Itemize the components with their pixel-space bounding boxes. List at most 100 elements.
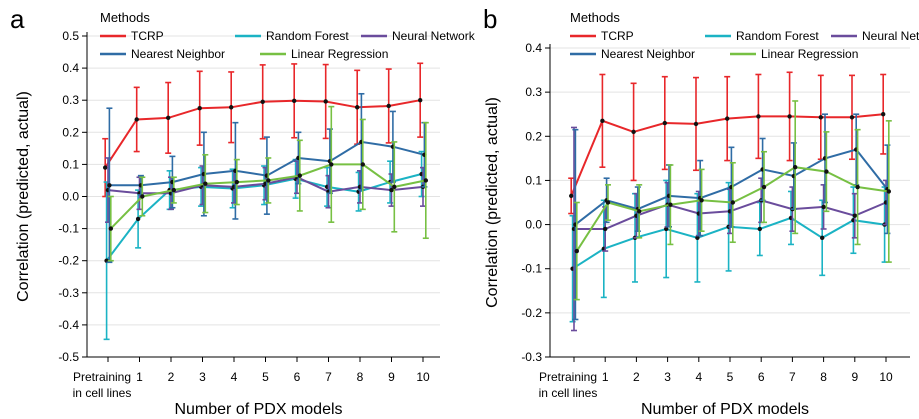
x-tick-label: 2 — [633, 370, 640, 384]
data-point — [824, 169, 829, 174]
x-tick-label: 9 — [388, 370, 395, 384]
legend-label: Random Forest — [736, 29, 819, 43]
x-tick-label: 7 — [325, 370, 332, 384]
y-tick-label: -0.3 — [58, 286, 79, 300]
data-point — [849, 115, 855, 120]
y-tick-label: -0.1 — [521, 262, 542, 276]
y-tick-label: 0.2 — [525, 129, 542, 143]
series-linear-regression — [573, 100, 892, 301]
series-nearest-neighbor — [572, 113, 891, 321]
legend-label: TCRP — [131, 29, 164, 43]
legend-label: TCRP — [601, 29, 634, 43]
legend-label: Nearest Neighbor — [131, 47, 225, 61]
data-point — [637, 209, 642, 214]
y-axis-label: Correlation (predicted, actual) — [15, 91, 32, 302]
data-point — [757, 226, 762, 232]
data-point — [234, 179, 239, 185]
data-point — [360, 162, 365, 167]
data-point — [695, 235, 700, 241]
data-point — [725, 116, 730, 121]
data-point — [260, 99, 265, 105]
data-point — [386, 103, 391, 109]
data-point — [355, 105, 360, 110]
data-point — [574, 248, 579, 254]
x-tick-label: 8 — [357, 370, 364, 384]
legend-label: Neural Network — [862, 29, 919, 43]
x-tick-label: 6 — [758, 370, 765, 384]
y-tick-label: -0.2 — [521, 306, 542, 320]
data-point — [881, 112, 886, 117]
x-tick-label: 10 — [416, 370, 430, 384]
panel-a: a -0.5 -0.4 -0.3 -0.2 -0.1 0.0 0.1 0.2 0.3 0.4 0.5 P… — [10, 4, 476, 418]
data-point — [693, 121, 699, 127]
data-point — [820, 235, 825, 241]
legend-label: Linear Regression — [291, 47, 388, 61]
y-tick-label: 0.0 — [62, 190, 79, 204]
data-point — [855, 184, 860, 190]
data-point — [135, 216, 141, 222]
x-tick-label: 2 — [168, 370, 175, 384]
series-neural-network — [105, 157, 426, 223]
data-point — [664, 226, 669, 232]
legend-label: Neural Network — [392, 29, 476, 43]
x-tick-label: 7 — [789, 370, 796, 384]
data-point — [329, 162, 334, 167]
data-point — [103, 165, 108, 170]
data-point — [603, 226, 608, 232]
data-point — [323, 99, 328, 104]
data-point — [203, 181, 208, 186]
data-point — [818, 115, 823, 120]
x-tick-label: Pretraining in cell lines — [73, 370, 132, 400]
y-tick-label: 0.0 — [525, 218, 542, 232]
y-tick-label: -0.1 — [58, 222, 79, 236]
x-tick-label: 1 — [602, 370, 609, 384]
data-point — [292, 98, 297, 104]
data-point — [392, 184, 397, 190]
data-point — [140, 194, 145, 199]
data-point — [605, 200, 611, 205]
series-tcrp — [102, 62, 424, 198]
data-point — [852, 213, 857, 218]
data-point — [297, 173, 302, 178]
y-axis-label: Correlation (predicted, actual) — [484, 97, 501, 308]
y-tick-label: 0.5 — [62, 29, 79, 43]
data-point — [266, 178, 271, 183]
x-axis-label: Number of PDX models — [174, 401, 342, 418]
y-tick-label: -0.4 — [58, 318, 79, 332]
data-point — [793, 164, 798, 170]
x-tick-label: 1 — [136, 370, 143, 384]
panel-letter: a — [10, 4, 25, 34]
x-tick-label: 10 — [879, 370, 893, 384]
data-point — [699, 198, 704, 203]
data-point — [197, 106, 202, 111]
x-tick-label: 5 — [727, 370, 734, 384]
legend-title: Methods — [100, 10, 150, 25]
y-tick-label: -0.2 — [58, 254, 79, 268]
data-point — [821, 204, 826, 210]
x-tick-label: 4 — [695, 370, 702, 384]
x-axis-label: Number of PDX models — [641, 401, 809, 418]
series-tcrp — [568, 71, 887, 215]
y-tick-label: 0.1 — [62, 157, 79, 171]
y-tick-label: 0.4 — [525, 41, 542, 55]
data-point — [569, 193, 574, 199]
data-point — [107, 183, 112, 188]
y-tick-label: 0.2 — [62, 125, 79, 139]
x-tick-label: Pretraining in cell lines — [539, 370, 598, 400]
y-tick-label: 0.3 — [62, 93, 79, 107]
y-tick-label: 0.1 — [525, 173, 542, 187]
legend-title: Methods — [570, 10, 620, 25]
data-point — [418, 98, 423, 103]
y-tick-label: -0.3 — [521, 350, 542, 364]
data-point — [600, 118, 605, 124]
y-tick-label: -0.5 — [58, 350, 79, 364]
data-point — [631, 129, 636, 135]
data-point — [166, 115, 171, 121]
data-point — [787, 114, 792, 119]
y-tick-label: 0.3 — [525, 85, 542, 99]
x-tick-label: 5 — [262, 370, 269, 384]
data-point — [171, 187, 176, 193]
panel-b: b -0.3 -0.2 -0.1 0.0 0.1 0.2 0.3 0.4 Pretraining i… — [483, 4, 919, 418]
x-tick-label: 8 — [820, 370, 827, 384]
